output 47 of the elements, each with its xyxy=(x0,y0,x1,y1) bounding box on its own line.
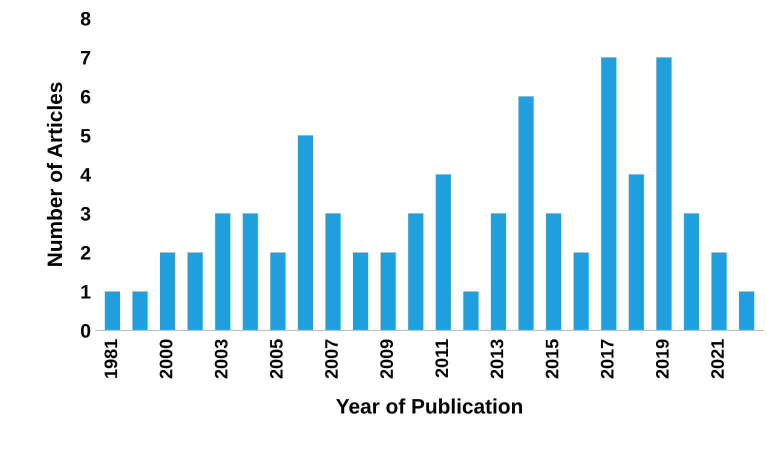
bar xyxy=(270,252,286,330)
bar xyxy=(436,174,451,330)
x-tick-label: 2000 xyxy=(160,340,172,378)
bar xyxy=(353,252,368,330)
y-tick-label: 3 xyxy=(80,206,90,221)
bar xyxy=(628,174,644,330)
x-tick-label: 2003 xyxy=(214,339,228,378)
y-tick-label: 7 xyxy=(81,51,90,64)
bar xyxy=(160,252,176,330)
x-tick-label: 2011 xyxy=(435,339,448,378)
x-tick-label: 2009 xyxy=(380,339,394,378)
y-tick-label: 6 xyxy=(80,90,90,104)
bar xyxy=(188,252,203,330)
x-tick-label: 2005 xyxy=(270,339,283,378)
x-axis-title: Year of Publication xyxy=(336,398,522,414)
bar xyxy=(684,213,700,330)
y-tick-label: 8 xyxy=(80,12,90,26)
bar xyxy=(408,213,424,330)
y-tick-label: 4 xyxy=(80,168,91,182)
bar xyxy=(104,291,120,330)
x-tick-label: 2015 xyxy=(546,339,558,378)
x-tick-label: 1981 xyxy=(104,339,118,378)
y-axis-title: Number of Articles xyxy=(46,82,62,266)
bar xyxy=(656,57,672,330)
bar xyxy=(463,291,478,330)
bar xyxy=(739,291,754,330)
x-tick-label: 2017 xyxy=(600,340,614,378)
bar xyxy=(132,291,148,330)
bar xyxy=(298,135,314,330)
y-tick-label: 5 xyxy=(80,129,90,143)
x-tick-label: 2019 xyxy=(656,339,669,378)
bar xyxy=(325,213,341,330)
bar xyxy=(215,213,230,330)
y-tick-label: 1 xyxy=(81,285,90,299)
y-tick-label: 2 xyxy=(80,246,90,260)
y-tick-label: 0 xyxy=(80,324,90,338)
bar xyxy=(380,252,396,330)
x-tick-label: 2013 xyxy=(490,339,504,378)
x-tick-label: 2007 xyxy=(325,340,338,378)
bar xyxy=(601,57,616,330)
bar xyxy=(574,252,589,330)
x-tick-label: 2021 xyxy=(711,339,724,378)
bar xyxy=(490,213,506,330)
bar xyxy=(546,213,562,330)
bar xyxy=(518,96,534,330)
bar xyxy=(711,252,727,330)
bar xyxy=(242,213,258,330)
